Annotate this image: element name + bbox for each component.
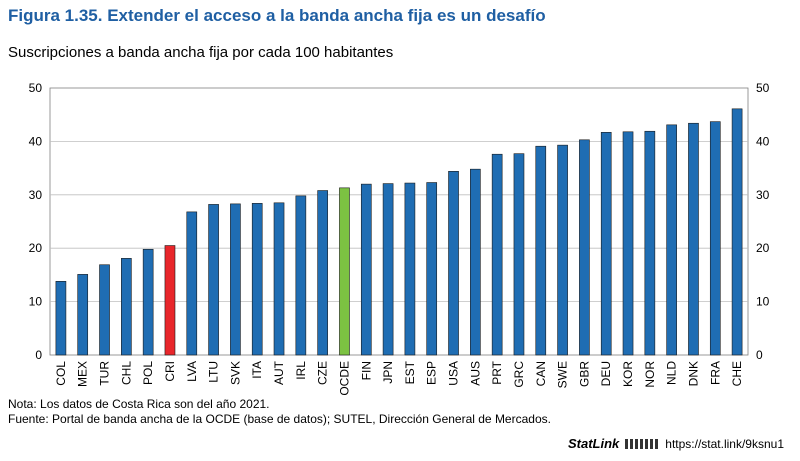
y-tick-label-right: 20	[756, 241, 770, 255]
statlink-brand: StatLink	[567, 436, 620, 451]
x-tick-label-kor: KOR	[621, 361, 635, 387]
bar-cze	[317, 190, 328, 356]
y-tick-label-right: 30	[756, 188, 770, 202]
plot-frame	[49, 87, 749, 356]
x-tick-label-est: EST	[403, 360, 417, 384]
x-tick-label-can: CAN	[534, 361, 548, 386]
chart-note: Nota: Los datos de Costa Rica son del añ…	[8, 397, 270, 411]
y-tick-label-left: 30	[29, 188, 43, 202]
bar-col	[55, 281, 67, 356]
bar-nld	[666, 124, 677, 356]
x-tick-label-ltu: LTU	[207, 361, 221, 383]
bar-kor	[622, 131, 634, 356]
bar-nor	[644, 130, 656, 356]
y-tick-label-left: 0	[35, 348, 42, 362]
y-tick-label-right: 40	[756, 134, 770, 148]
x-tick-label-dnk: DNK	[686, 361, 700, 386]
x-tick-label-lva: LVA	[185, 361, 199, 382]
bar-fra	[709, 121, 721, 356]
x-tick-label-ita: ITA	[250, 361, 264, 379]
x-tick-label-prt: PRT	[490, 360, 504, 384]
bar-usa	[448, 171, 459, 356]
x-tick-label-gbr: GBR	[577, 361, 591, 387]
x-tick-label-nld: NLD	[665, 361, 679, 385]
x-tick-label-che: CHE	[730, 361, 744, 386]
y-tick-label-left: 20	[29, 241, 43, 255]
x-tick-label-esp: ESP	[425, 361, 439, 385]
bar-irl	[295, 195, 307, 356]
x-tick-label-fin: FIN	[359, 361, 373, 380]
bar-chl	[121, 258, 132, 356]
bar-swe	[557, 144, 568, 356]
statlink[interactable]: StatLink https://stat.link/9ksnu1	[568, 436, 784, 451]
bar-cri	[164, 245, 176, 356]
x-tick-label-aus: AUS	[468, 361, 482, 386]
x-tick-label-pol: POL	[141, 361, 155, 385]
x-tick-label-tur: TUR	[98, 361, 112, 386]
bar-ltu	[208, 204, 219, 356]
bar-grc	[513, 153, 525, 356]
bar-tur	[99, 264, 110, 356]
x-tick-label-grc: GRC	[512, 361, 526, 388]
x-tick-label-col: COL	[54, 361, 68, 386]
y-tick-label-right: 10	[756, 295, 770, 309]
bar-che	[731, 108, 743, 356]
bar-aus	[470, 168, 481, 356]
bar-fin	[360, 183, 372, 356]
bar-pol	[142, 248, 154, 356]
x-tick-label-nor: NOR	[643, 361, 657, 388]
bar-prt	[491, 153, 503, 356]
x-tick-label-jpn: JPN	[381, 361, 395, 384]
x-tick-label-mex: MEX	[76, 361, 90, 387]
figure-title: Figura 1.35. Extender el acceso a la ban…	[8, 6, 546, 25]
x-tick-label-swe: SWE	[556, 361, 570, 388]
bar-esp	[426, 182, 438, 356]
bar-ita	[251, 203, 263, 356]
bar-deu	[600, 132, 612, 356]
statlink-url[interactable]: https://stat.link/9ksnu1	[665, 436, 784, 451]
bar-lva	[186, 211, 198, 356]
y-tick-label-left: 40	[29, 134, 43, 148]
bar-mex	[77, 274, 89, 356]
y-tick-label-right: 50	[756, 81, 770, 95]
x-tick-label-deu: DEU	[599, 361, 613, 386]
x-tick-label-cze: CZE	[316, 361, 330, 385]
x-tick-label-usa: USA	[447, 361, 461, 386]
oecd-logo-icon	[625, 438, 660, 449]
y-tick-label-left: 50	[29, 81, 43, 95]
bar-est	[404, 182, 416, 356]
x-tick-label-ocde: OCDE	[337, 361, 351, 396]
x-tick-label-cri: CRI	[163, 361, 177, 382]
bar-svk	[230, 203, 241, 356]
bar-dnk	[688, 122, 699, 356]
x-tick-label-chl: CHL	[119, 361, 133, 385]
bar-jpn	[382, 183, 394, 356]
x-tick-label-svk: SVK	[228, 361, 242, 385]
bar-ocde	[339, 187, 350, 356]
bar-can	[535, 145, 547, 356]
bar-gbr	[579, 139, 590, 356]
y-tick-label-right: 0	[756, 348, 763, 362]
x-tick-label-fra: FRA	[708, 361, 722, 385]
x-tick-label-irl: IRL	[294, 361, 308, 380]
chart-source: Fuente: Portal de banda ancha de la OCDE…	[8, 412, 551, 426]
figure-subtitle: Suscripciones a banda ancha fija por cad…	[8, 44, 394, 61]
y-tick-label-left: 10	[29, 295, 43, 309]
bar-aut	[273, 202, 285, 356]
x-tick-label-aut: AUT	[272, 360, 286, 385]
